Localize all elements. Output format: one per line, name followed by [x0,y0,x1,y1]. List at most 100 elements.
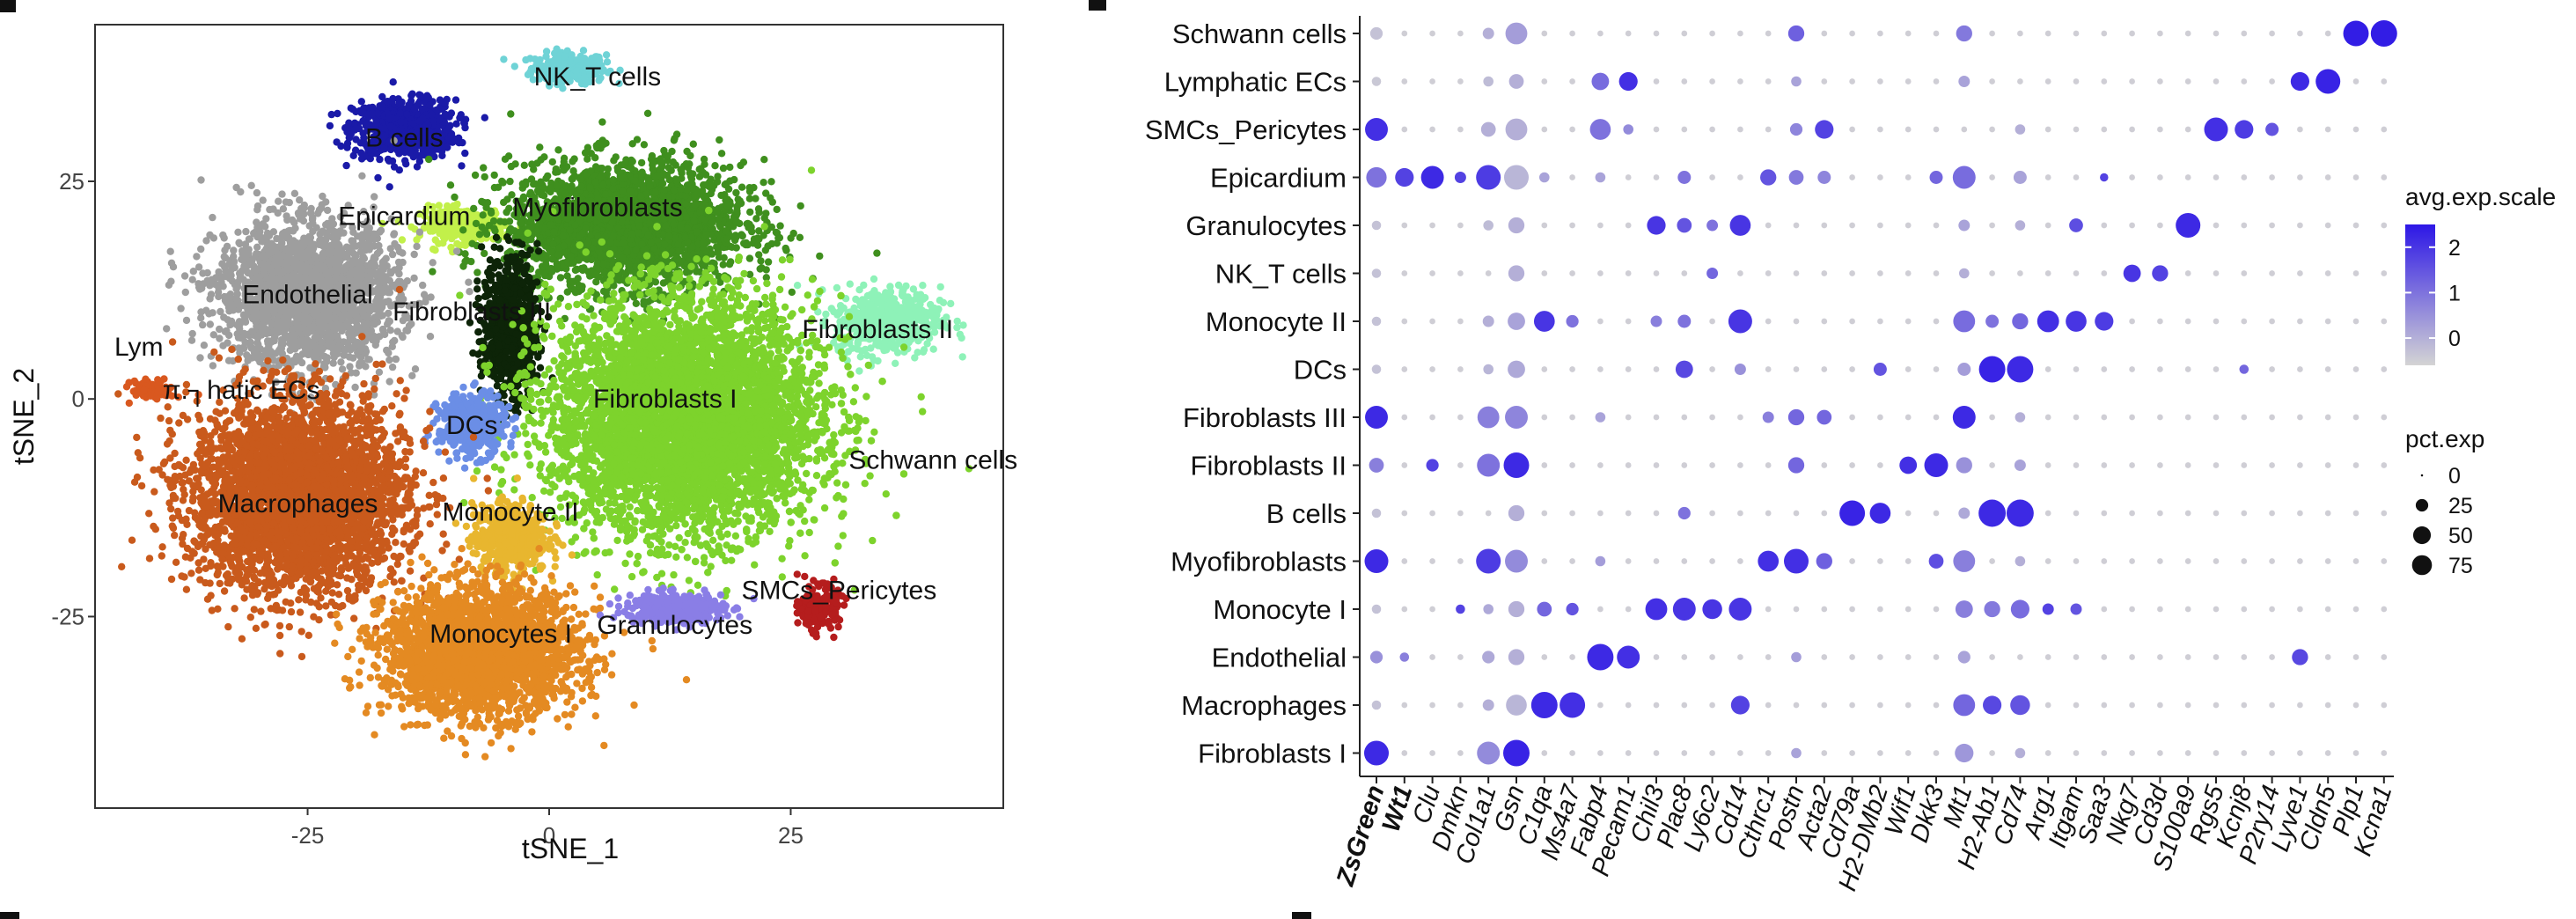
dot-point [2352,654,2359,660]
dot-point [1569,510,1575,517]
dot-point [1597,318,1604,325]
dot-point [1371,220,1382,231]
dot-point [1849,558,1855,564]
dot-point [1587,643,1614,671]
dot-point [1625,318,1632,325]
legend-expression-ticks: 2 1 0 [2405,236,2461,351]
dot-point [1457,222,1464,229]
dot-point [2044,366,2051,372]
dot-point [2044,30,2051,37]
cluster-label: Monocyte II [443,498,579,527]
dot-point [1429,318,1435,325]
dot-point [1476,548,1501,574]
dot-point [2324,366,2331,372]
dot-point [1429,222,1435,229]
dot-point [1765,318,1772,325]
x-tick-label: 25 [778,822,804,849]
dot-point [1457,366,1464,372]
dot-point [2213,414,2220,421]
dot-point [1952,165,1976,189]
dot-point [1457,510,1464,517]
dot-point [1877,702,1883,709]
dot-point [1849,462,1855,468]
dot-point [2381,174,2388,180]
row-label: SMCs_Pericytes [1145,114,1347,145]
x-tick-label: 0 [543,822,555,849]
dot-point [1957,651,1971,664]
dot-point [2129,174,2135,180]
dot-point [2044,654,2051,660]
legend-size-dot [2420,474,2424,477]
dot-point [1401,78,1408,85]
dot-point [2213,30,2220,37]
dot-point [2269,462,2275,468]
dot-point [1566,602,1579,616]
dot-point [1569,654,1575,660]
dot-point [1457,702,1464,709]
dot-point [1429,654,1435,660]
dot-point [1505,22,1528,45]
dot-point [1457,126,1464,133]
dot-point [1429,366,1435,372]
dot-point [1955,743,1974,763]
dot-point [1869,503,1891,524]
dot-point [1457,654,1464,660]
dot-point [2101,462,2108,468]
y-tick-label: 25 [59,168,84,195]
dot-point [1618,71,1638,92]
dot-point [2184,318,2191,325]
dot-point [2157,414,2163,421]
dot-point [2101,654,2108,660]
dot-point [1541,510,1548,517]
cluster-label-fragment: π.┐hatic ECs [163,376,320,408]
dot-point [2184,462,2191,468]
dot-point [2241,78,2248,85]
dot-point [1849,270,1855,276]
dot-point [1595,172,1606,183]
dot-point [2352,78,2359,85]
dot-point [2184,174,2191,180]
dot-point [1597,366,1604,372]
dot-point [1904,30,1912,37]
dot-point [1569,30,1575,37]
dot-point [2269,270,2275,276]
dot-point [1508,74,1524,89]
dot-point [2352,462,2359,468]
cluster-label: Monocytes I [429,620,572,649]
dot-point [1985,314,2000,328]
dot-point [1933,654,1940,660]
dot-point [2184,702,2191,709]
cluster-label: NK_T cells [534,62,662,92]
dot-point [2241,702,2248,709]
dot-point [1788,170,1804,185]
dot-point [1989,270,1995,276]
dot-point [1508,649,1525,665]
dot-point [1653,30,1660,37]
dot-point [2101,510,2108,517]
dot-point [2101,366,2108,372]
dot-point [1566,314,1579,328]
dot-point [2157,558,2163,564]
dot-point [1681,558,1688,564]
dot-point [2381,750,2388,756]
dot-point [1681,78,1688,85]
dot-point [1989,558,1995,564]
row-label: Fibroblasts II [1191,451,1347,482]
dot-point [2184,414,2191,421]
dot-point [2129,318,2135,325]
dot-point [2015,220,2026,231]
dot-point [1821,702,1828,709]
dot-point [1709,174,1715,180]
dot-point [2241,750,2248,756]
dot-point [1625,414,1632,421]
dot-point [1709,78,1715,85]
row-label: Fibroblasts I [1198,739,1347,769]
cluster-smcs-pericytes [793,570,850,642]
dot-point [2352,366,2359,372]
dot-point [1625,558,1632,564]
dot-point [2213,654,2220,660]
legend-size-label: 0 [2448,464,2461,489]
dot-point [1597,510,1604,517]
dot-point [1793,366,1800,372]
dot-point [1508,312,1525,330]
